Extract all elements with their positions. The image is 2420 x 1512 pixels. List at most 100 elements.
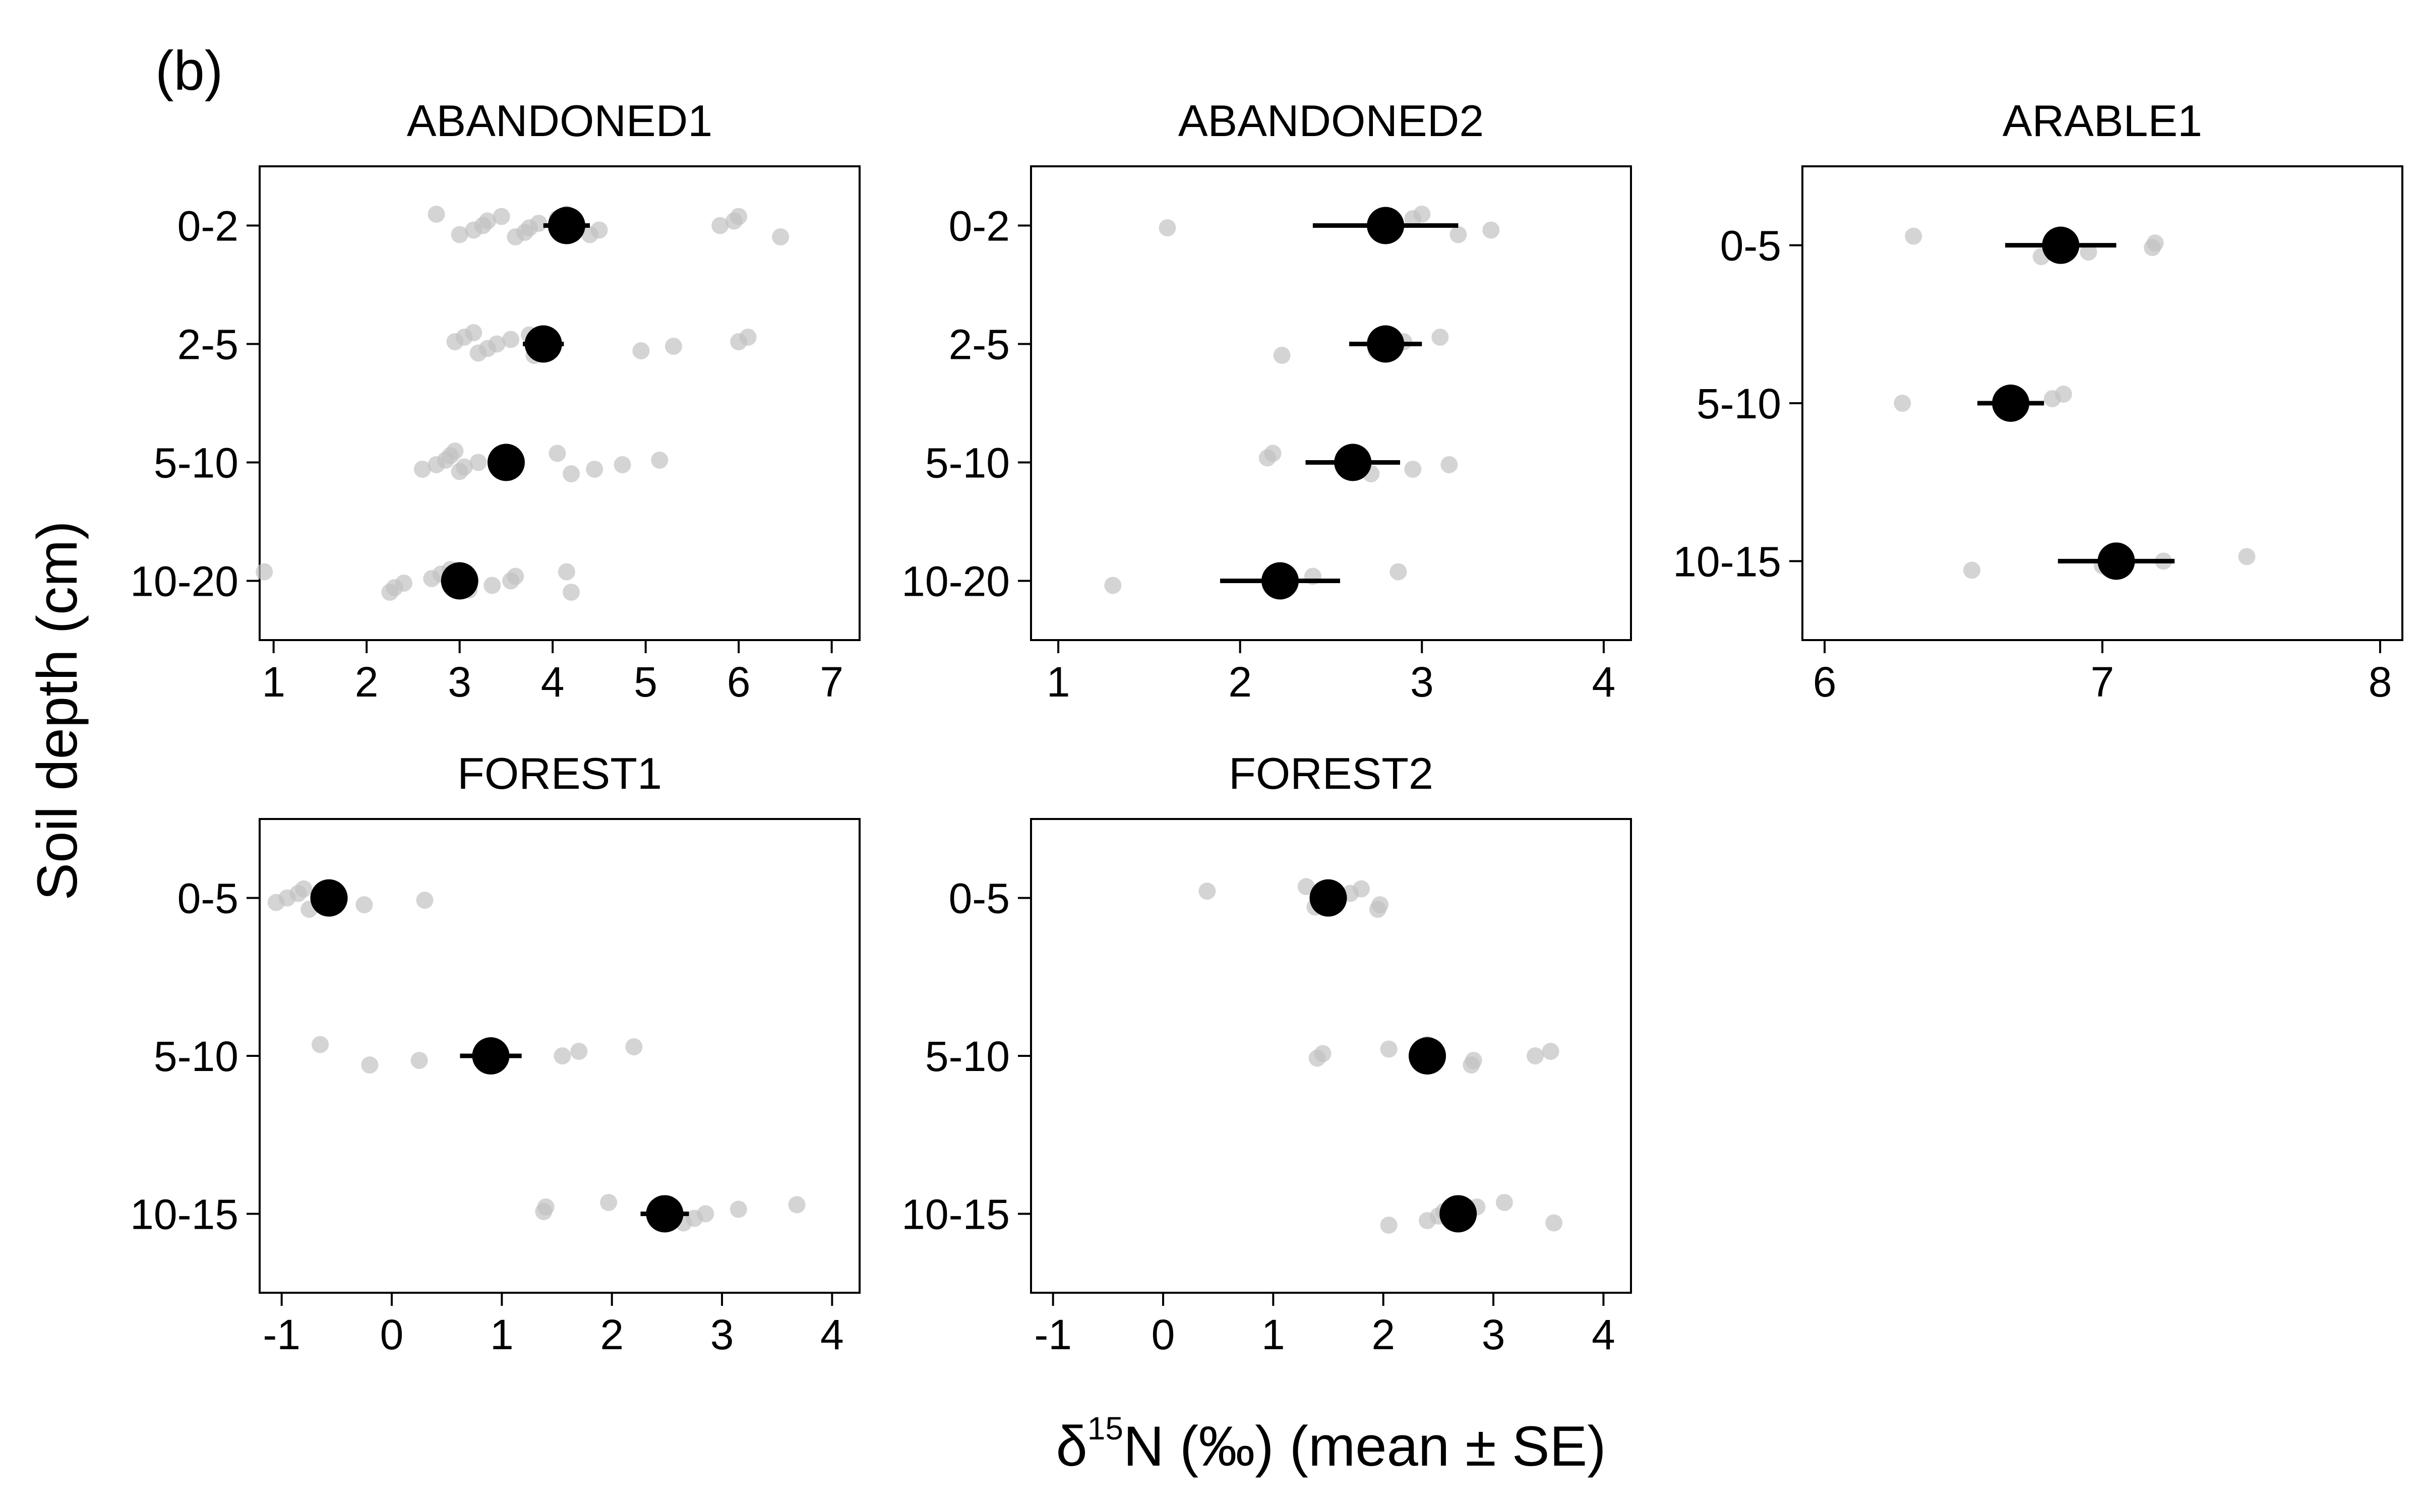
raw-data-point <box>1482 221 1500 239</box>
raw-data-point <box>312 1036 329 1053</box>
mean-point <box>2042 226 2080 264</box>
y-tick-label: 5-10 <box>925 439 1010 487</box>
x-tick-label: 1 <box>1261 1311 1285 1358</box>
raw-data-point <box>563 465 580 482</box>
mean-point <box>1367 325 1405 363</box>
mean-point <box>310 879 348 917</box>
y-tick-label: 5-10 <box>925 1033 1010 1080</box>
y-tick-label: 0-5 <box>1720 222 1781 270</box>
x-tick-label: 4 <box>1592 1311 1615 1358</box>
y-tick-label: 5-10 <box>1697 380 1781 427</box>
raw-data-point <box>625 1038 643 1055</box>
raw-data-point <box>455 458 473 476</box>
raw-data-point <box>1440 456 1458 473</box>
raw-data-point <box>600 1193 618 1211</box>
x-tick-label: 2 <box>355 658 379 706</box>
x-tick-label: 7 <box>820 658 843 706</box>
raw-data-point <box>1894 395 1911 412</box>
y-tick-label: 0-2 <box>177 203 238 250</box>
raw-data-point <box>554 1047 571 1064</box>
x-tick-label: 3 <box>1482 1311 1505 1358</box>
mean-point <box>1334 444 1372 481</box>
raw-data-point <box>788 1196 806 1214</box>
raw-data-point <box>1273 347 1291 364</box>
x-tick-label: 5 <box>634 658 657 706</box>
x-axis-title-superscript: 15 <box>1087 1410 1123 1446</box>
mean-point <box>1992 385 2030 422</box>
y-tick-label: 2-5 <box>949 321 1010 368</box>
panel-label: (b) <box>155 40 223 102</box>
raw-data-point <box>1104 577 1122 594</box>
raw-data-point <box>1963 561 1981 579</box>
panel-arable1: ARABLE1 6 7 8 0-5 5-10 10-15 <box>1673 96 2403 706</box>
y-tick-label: 10-20 <box>901 558 1010 605</box>
y-tick-label: 10-15 <box>130 1190 238 1238</box>
panel-forest1: FOREST1 -1 0 1 2 3 4 0-5 5-10 10-15 <box>130 748 861 1358</box>
mean-point <box>2097 542 2135 580</box>
x-axis-title-rest: N (‰) (mean ± SE) <box>1123 1415 1606 1478</box>
raw-data-point <box>549 445 566 462</box>
x-tick-label: 2 <box>1371 1311 1395 1358</box>
raw-data-point <box>410 1052 428 1069</box>
raw-data-point <box>632 342 650 359</box>
mean-point <box>646 1195 684 1233</box>
y-tick-label: 0-5 <box>177 875 238 922</box>
strip-title: ARABLE1 <box>2003 96 2202 146</box>
raw-data-point <box>570 1043 588 1060</box>
raw-data-point <box>502 331 520 348</box>
panel-abandoned1: ABANDONED1 1 2 3 4 5 6 7 0-2 2-5 5-10 10-20 <box>130 96 861 706</box>
y-tick-label: 10-15 <box>1673 538 1781 585</box>
raw-data-point <box>739 329 757 346</box>
raw-data-point <box>2080 243 2097 261</box>
mean-point <box>524 325 562 363</box>
x-axis-title: δ15N (‰) (mean ± SE) <box>1056 1410 1606 1478</box>
x-tick-label: 1 <box>262 658 285 706</box>
raw-data-point <box>1380 1216 1398 1234</box>
raw-data-point <box>1431 329 1449 346</box>
raw-data-point <box>1542 1043 1559 1060</box>
raw-data-point <box>1371 896 1389 914</box>
x-tick-label: 4 <box>1592 658 1616 706</box>
y-axis-title: Soil depth (cm) <box>26 521 89 900</box>
raw-data-point <box>697 1205 714 1223</box>
x-tick-label: -1 <box>263 1311 300 1358</box>
mean-point <box>1439 1195 1477 1233</box>
y-tick-label: 10-20 <box>130 558 238 605</box>
raw-data-point <box>1905 227 1922 245</box>
y-tick-label: 0-5 <box>949 875 1010 922</box>
raw-data-point <box>1297 878 1315 896</box>
x-tick-label: 1 <box>490 1311 514 1358</box>
raw-data-point <box>507 568 524 585</box>
raw-data-point <box>2238 548 2256 565</box>
raw-data-point <box>1159 219 1176 236</box>
x-tick-label: 3 <box>1410 658 1434 706</box>
raw-data-point <box>413 461 431 478</box>
raw-data-point <box>558 563 575 581</box>
raw-data-point <box>651 452 669 469</box>
raw-data-point <box>586 461 603 478</box>
raw-data-point <box>537 1198 555 1216</box>
raw-data-point <box>730 208 748 225</box>
raw-data-point <box>469 454 487 471</box>
mean-point <box>1261 562 1299 600</box>
mean-point <box>1367 207 1405 244</box>
raw-data-point <box>1404 461 1422 478</box>
y-tick-label: 5-10 <box>154 439 238 487</box>
raw-data-point <box>465 324 482 341</box>
y-tick-label: 0-2 <box>949 203 1010 250</box>
raw-data-point <box>590 221 608 239</box>
raw-data-point <box>1545 1214 1563 1232</box>
x-tick-label: 2 <box>1228 658 1252 706</box>
x-tick-label: 4 <box>820 1311 844 1358</box>
mean-point <box>1309 879 1347 917</box>
x-tick-label: 3 <box>710 1311 734 1358</box>
raw-data-point <box>665 338 683 355</box>
raw-data-point <box>428 206 445 223</box>
x-tick-label: 8 <box>2369 658 2392 706</box>
raw-data-point <box>256 563 273 581</box>
x-tick-label: 0 <box>1152 1311 1175 1358</box>
raw-data-point <box>488 335 506 353</box>
x-tick-label: 4 <box>541 658 565 706</box>
raw-data-point <box>614 456 631 473</box>
